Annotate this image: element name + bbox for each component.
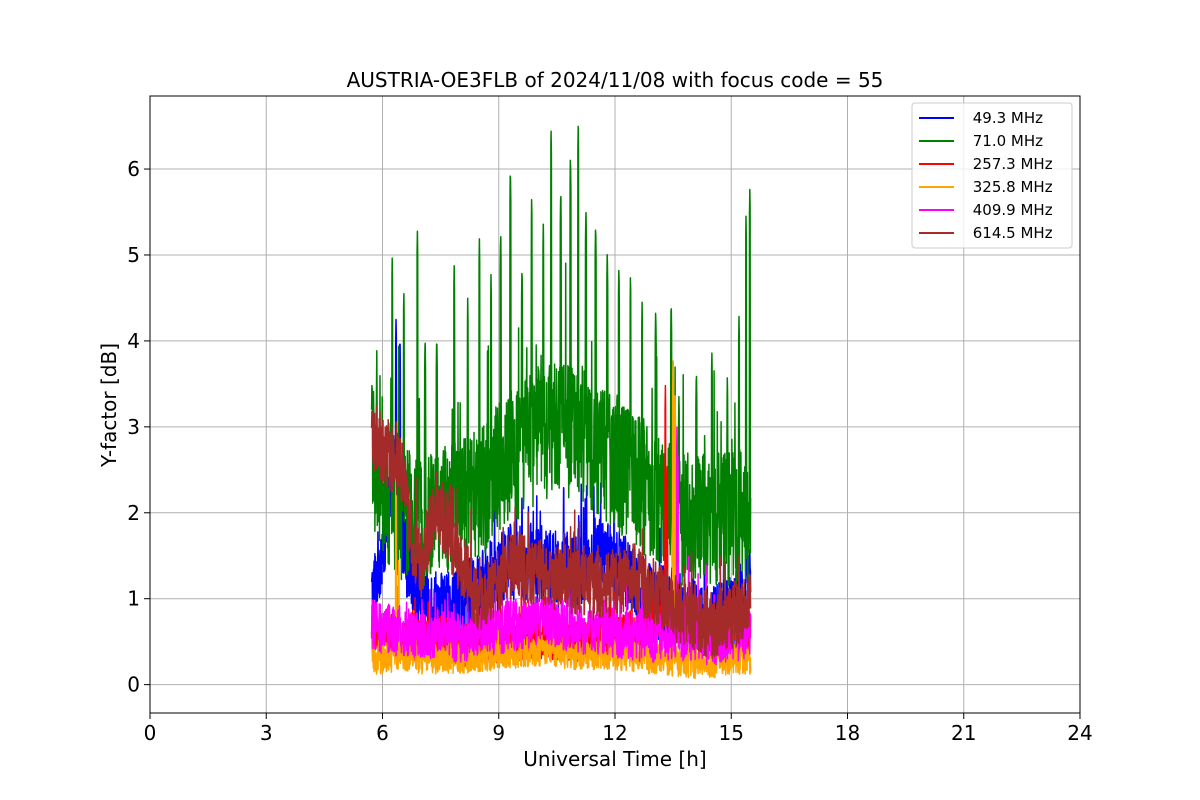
x-tick-label: 6 [376, 721, 389, 745]
y-tick-label: 0 [127, 673, 140, 697]
y-tick-label: 2 [127, 501, 140, 525]
legend: 49.3 MHz 71.0 MHz 257.3 MHz 325.8 MHz 40… [911, 102, 1073, 249]
x-tick-label: 18 [835, 721, 860, 745]
legend-entry: 614.5 MHz [968, 224, 1053, 242]
x-tick-label: 0 [144, 721, 157, 745]
x-tick-label: 24 [1067, 721, 1092, 745]
x-tick-label: 3 [260, 721, 273, 745]
series-line-5 [370, 426, 752, 666]
x-tick-label: 21 [951, 721, 976, 745]
plot-series [370, 125, 752, 680]
legend-entry: 49.3 MHz [968, 109, 1043, 127]
y-axis-label: Y-factor [dB] [97, 343, 121, 468]
x-axis-label: Universal Time [h] [523, 747, 706, 771]
chart-title: AUSTRIA-OE3FLB of 2024/11/08 with focus … [347, 68, 884, 92]
y-tick-label: 1 [127, 587, 140, 611]
legend-entry: 325.8 MHz [968, 178, 1053, 196]
legend-entry: 71.0 MHz [968, 132, 1043, 150]
y-tick-label: 5 [127, 243, 140, 267]
x-tick-label: 9 [492, 721, 505, 745]
y-tick-label: 3 [127, 415, 140, 439]
x-tick-label: 12 [602, 721, 627, 745]
y-tick-label: 6 [127, 157, 140, 181]
series-line-2 [370, 125, 752, 590]
y-tick-label: 4 [127, 329, 140, 353]
legend-box [911, 102, 1073, 249]
legend-entry: 257.3 MHz [968, 155, 1053, 173]
series-line-6 [370, 406, 752, 659]
legend-entry: 409.9 MHz [968, 201, 1053, 219]
x-tick-label: 15 [719, 721, 744, 745]
